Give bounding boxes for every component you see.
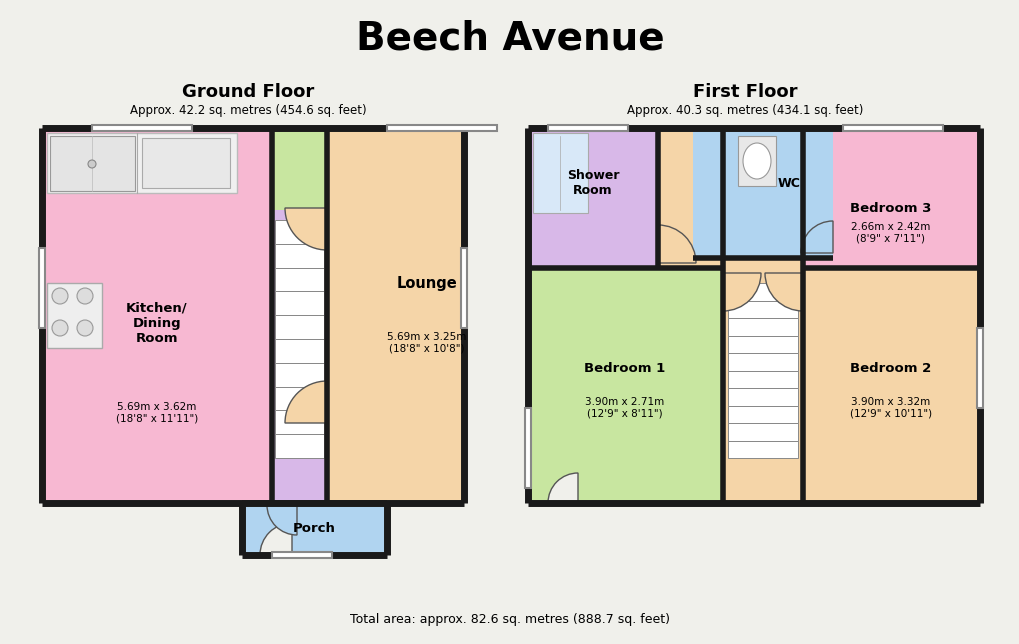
- Bar: [47, 283, 102, 348]
- Bar: [275, 339, 324, 363]
- Text: 3.90m x 2.71m
(12'9" x 8'11"): 3.90m x 2.71m (12'9" x 8'11"): [585, 397, 664, 419]
- Bar: [275, 434, 324, 458]
- Text: Kitchen/
Dining
Room: Kitchen/ Dining Room: [126, 301, 187, 345]
- Bar: [728, 406, 797, 423]
- Bar: [386, 125, 496, 131]
- Bar: [738, 136, 775, 186]
- Bar: [547, 125, 628, 131]
- Bar: [728, 301, 797, 318]
- Bar: [728, 283, 797, 301]
- Text: 3.90m x 3.32m
(12'9" x 10'11"): 3.90m x 3.32m (12'9" x 10'11"): [849, 397, 931, 419]
- Wedge shape: [267, 505, 297, 535]
- Text: Beech Avenue: Beech Avenue: [356, 19, 663, 57]
- Wedge shape: [260, 523, 291, 555]
- Text: Approx. 40.3 sq. metres (434.1 sq. feet): Approx. 40.3 sq. metres (434.1 sq. feet): [627, 104, 862, 117]
- Bar: [802, 128, 979, 268]
- Bar: [42, 128, 272, 503]
- Circle shape: [52, 320, 68, 336]
- Bar: [275, 291, 324, 315]
- Bar: [327, 128, 464, 503]
- Text: 5.69m x 3.62m
(18'8" x 11'11"): 5.69m x 3.62m (18'8" x 11'11"): [116, 402, 198, 424]
- Circle shape: [76, 320, 93, 336]
- Bar: [39, 248, 45, 328]
- Bar: [528, 268, 722, 503]
- Text: WC: WC: [777, 176, 800, 189]
- Wedge shape: [722, 273, 760, 311]
- Bar: [728, 318, 797, 336]
- Wedge shape: [764, 273, 802, 311]
- Circle shape: [52, 288, 68, 304]
- Circle shape: [76, 288, 93, 304]
- Bar: [461, 248, 467, 328]
- Text: 2.66m x 2.42m
(8'9" x 7'11"): 2.66m x 2.42m (8'9" x 7'11"): [851, 222, 929, 244]
- Bar: [272, 210, 327, 503]
- Bar: [976, 328, 982, 408]
- Wedge shape: [657, 225, 695, 263]
- Text: Lounge: Lounge: [396, 276, 457, 290]
- Text: Bedroom 3: Bedroom 3: [850, 202, 930, 214]
- Bar: [728, 423, 797, 440]
- Bar: [275, 220, 324, 244]
- Bar: [692, 128, 833, 258]
- Bar: [533, 133, 587, 213]
- Bar: [275, 268, 324, 291]
- Wedge shape: [547, 473, 578, 503]
- Bar: [142, 138, 229, 188]
- Bar: [802, 268, 979, 503]
- Bar: [275, 410, 324, 434]
- Bar: [728, 336, 797, 353]
- Bar: [528, 128, 657, 268]
- Bar: [50, 136, 135, 191]
- Text: Approx. 42.2 sq. metres (454.6 sq. feet): Approx. 42.2 sq. metres (454.6 sq. feet): [129, 104, 366, 117]
- Bar: [728, 440, 797, 458]
- Bar: [47, 133, 236, 193]
- Bar: [272, 128, 327, 210]
- Text: 5.69m x 3.25m
(18'8" x 10'8"): 5.69m x 3.25m (18'8" x 10'8"): [387, 332, 467, 354]
- Bar: [722, 128, 802, 503]
- Text: Ground Floor: Ground Floor: [181, 83, 314, 101]
- Bar: [842, 125, 943, 131]
- Bar: [275, 363, 324, 386]
- Bar: [728, 388, 797, 406]
- Bar: [728, 353, 797, 370]
- Wedge shape: [284, 381, 327, 423]
- Wedge shape: [284, 208, 327, 250]
- Bar: [275, 386, 324, 410]
- Bar: [525, 408, 531, 488]
- Text: Total area: approx. 82.6 sq. metres (888.7 sq. feet): Total area: approx. 82.6 sq. metres (888…: [350, 614, 669, 627]
- Text: Bedroom 2: Bedroom 2: [850, 361, 930, 375]
- Bar: [272, 552, 331, 558]
- Bar: [275, 315, 324, 339]
- Bar: [275, 244, 324, 268]
- Text: Shower
Room: Shower Room: [567, 169, 619, 197]
- Text: Porch: Porch: [292, 522, 335, 536]
- Bar: [242, 503, 386, 555]
- Bar: [728, 370, 797, 388]
- Text: First Floor: First Floor: [692, 83, 797, 101]
- Bar: [92, 125, 192, 131]
- Ellipse shape: [742, 143, 770, 179]
- Text: Bedroom 1: Bedroom 1: [584, 361, 665, 375]
- Circle shape: [88, 160, 96, 168]
- Bar: [657, 128, 722, 268]
- Wedge shape: [800, 221, 833, 253]
